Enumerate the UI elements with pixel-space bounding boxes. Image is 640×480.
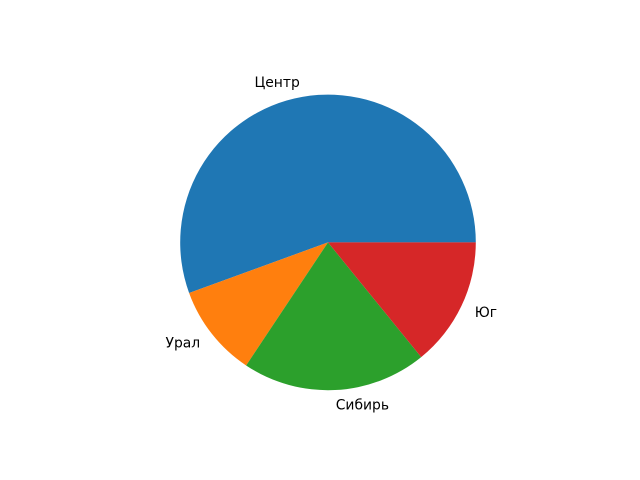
pie-slice	[180, 94, 476, 293]
slice-label: Сибирь	[336, 398, 389, 414]
pie-slice	[246, 242, 422, 391]
slice-label: Юг	[475, 305, 497, 321]
pie-slice	[189, 242, 328, 366]
pie-slice	[328, 242, 476, 358]
slice-label: Урал	[166, 336, 201, 352]
slice-label: Центр	[254, 75, 300, 91]
